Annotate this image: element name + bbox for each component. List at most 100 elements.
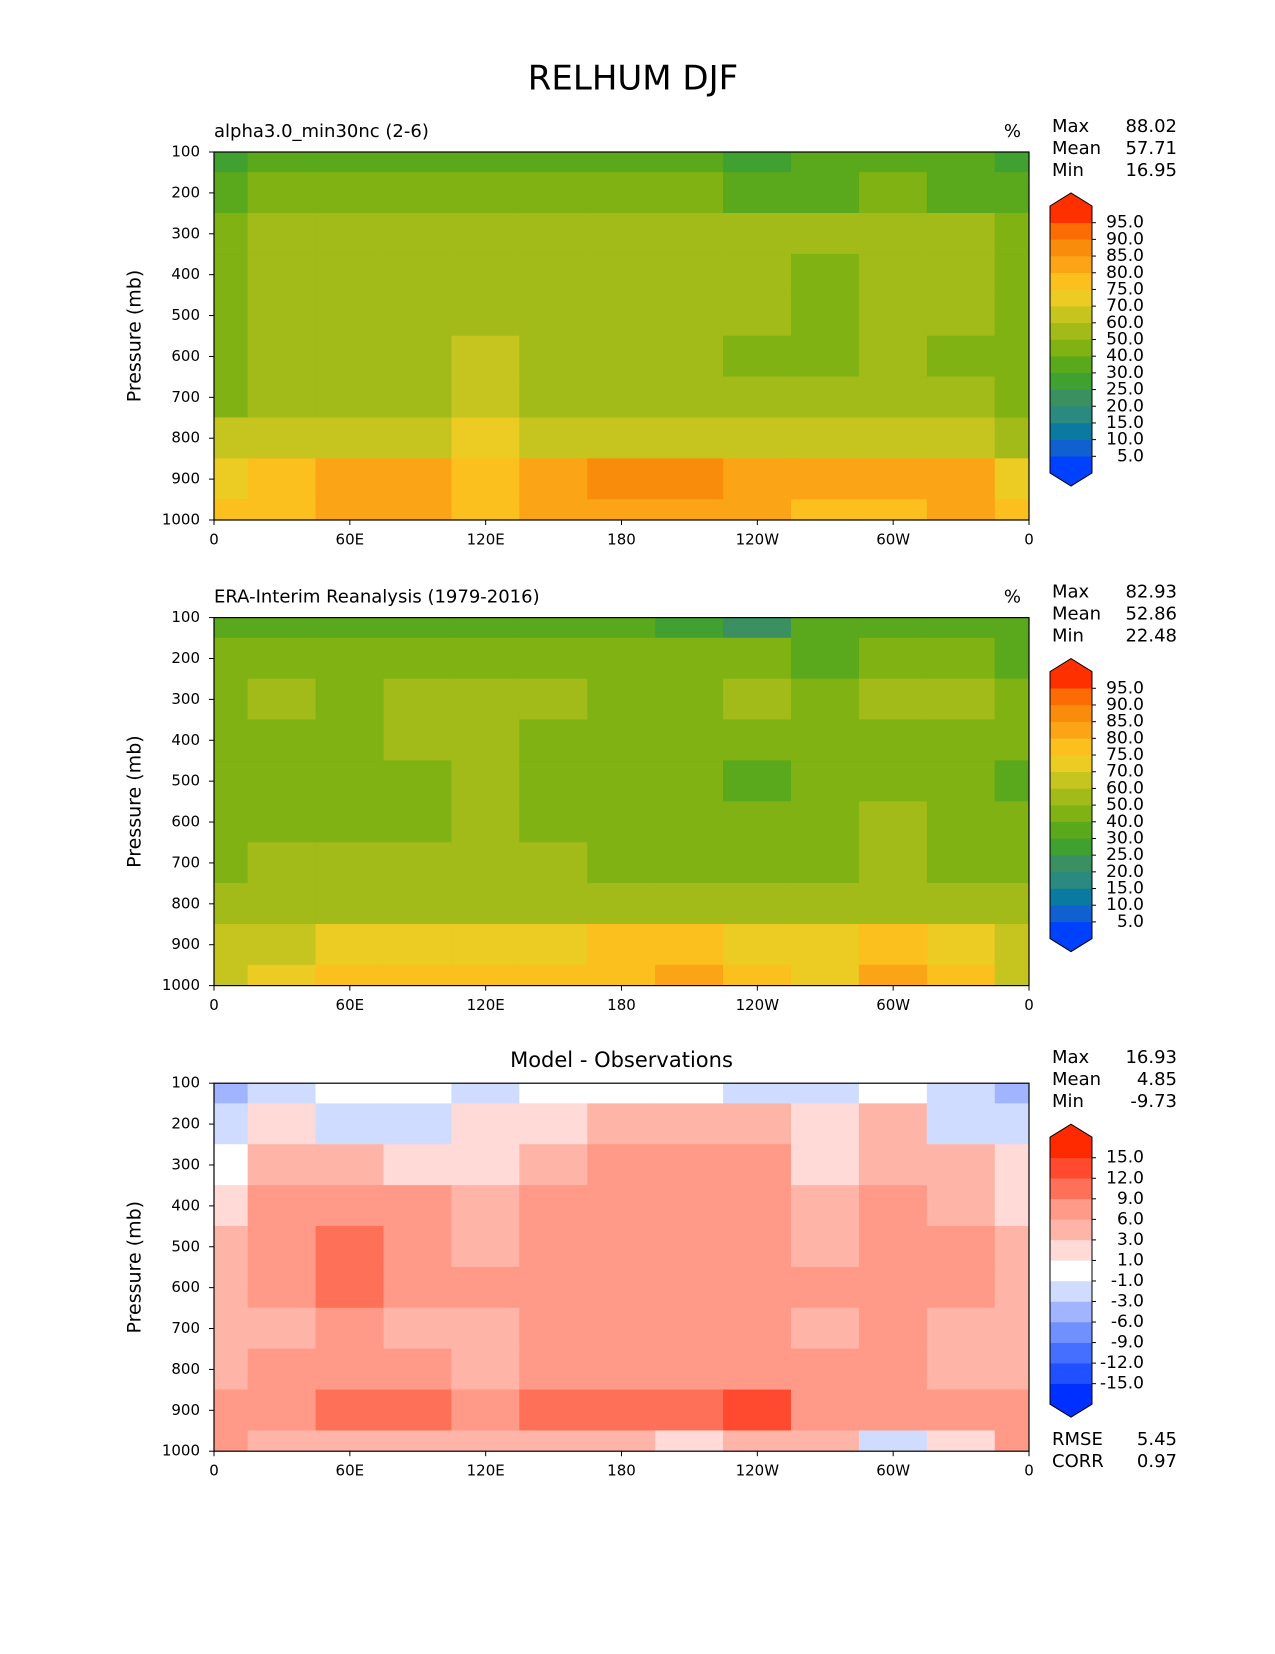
colorbar-label: -12.0	[1100, 1353, 1144, 1373]
contour-cell	[451, 1082, 520, 1104]
colorbar-band	[1049, 289, 1093, 307]
y-tick-label: 400	[171, 265, 200, 283]
contour-cell	[926, 760, 996, 802]
contour-cell	[587, 499, 656, 521]
contour-cell	[247, 1226, 317, 1268]
contour-cell	[723, 213, 792, 255]
contour-cell	[315, 760, 385, 802]
contour-cell	[723, 883, 792, 925]
contour-cell	[519, 1307, 588, 1350]
contour-cell	[587, 1185, 656, 1227]
colorbar-label: 30.0	[1106, 828, 1144, 848]
contour-cell	[655, 678, 724, 721]
contour-cell	[451, 964, 520, 986]
colorbar-label: 80.0	[1106, 728, 1144, 748]
contour-cell	[315, 1226, 385, 1268]
colorbar-band	[1049, 222, 1093, 240]
colorbar-band	[1049, 372, 1093, 390]
contour-cell	[790, 1266, 860, 1309]
contour-cell	[315, 923, 385, 966]
contour-cell	[926, 1103, 996, 1145]
contour-cell	[994, 1307, 1030, 1350]
contour-cell	[451, 417, 520, 459]
contour-cell	[926, 1266, 996, 1309]
contour-cell	[655, 842, 724, 884]
contour-cell	[247, 1082, 317, 1104]
contour-cell	[655, 964, 724, 986]
contour-cell	[519, 376, 588, 419]
y-tick-label: 1000	[162, 976, 200, 994]
contour-cell	[587, 842, 656, 884]
colorbar-band	[1049, 1260, 1093, 1282]
contour-cell	[790, 1430, 860, 1452]
contour-cell	[519, 923, 588, 966]
colorbar-label: 70.0	[1106, 296, 1144, 316]
contour-cell	[994, 376, 1030, 419]
panel-subtitle: ERA-Interim Reanalysis (1979-2016)	[214, 587, 540, 608]
stat-value: 4.85	[1137, 1069, 1177, 1090]
contour-cell	[383, 1307, 453, 1350]
colorbar-band	[1049, 422, 1093, 440]
contour-cell	[723, 335, 792, 378]
contour-cell	[519, 801, 588, 843]
contour-cell	[655, 1082, 724, 1104]
contour-cell	[926, 151, 996, 173]
colorbar-label: 20.0	[1106, 862, 1144, 882]
contour-cell	[655, 499, 724, 521]
contour-cell	[723, 1144, 792, 1186]
contour-cell	[858, 1185, 928, 1227]
contour-cell	[790, 1144, 860, 1186]
contour-cell	[926, 253, 996, 296]
contour-cell	[723, 1348, 792, 1391]
contour-cell	[451, 335, 520, 378]
x-tick-label: 60W	[876, 1462, 910, 1480]
y-tick-label: 800	[171, 1360, 200, 1378]
contour-cell	[519, 417, 588, 459]
colorbar-label: 15.0	[1106, 413, 1144, 433]
colorbar-band	[1049, 838, 1093, 856]
colorbar-band	[1049, 854, 1093, 873]
stat-value: 16.95	[1125, 160, 1177, 181]
contour-cell	[587, 1430, 656, 1452]
colorbar-label: 95.0	[1106, 678, 1144, 698]
contour-cell	[519, 842, 588, 884]
colorbar-band	[1049, 1280, 1093, 1302]
y-tick-label: 400	[171, 731, 200, 749]
contour-cell	[926, 719, 996, 762]
colorbar-band	[1049, 771, 1093, 789]
contour-cell	[790, 172, 860, 214]
contour-cell	[247, 1185, 317, 1227]
y-tick-label: 300	[171, 224, 200, 242]
contour-cell	[655, 376, 724, 419]
x-tick-label: 0	[1024, 996, 1034, 1014]
contour-cell	[315, 376, 385, 419]
colorbar-band	[1049, 1239, 1093, 1261]
contour-cell	[315, 842, 385, 884]
contour-cell	[723, 637, 792, 680]
contour-cell	[519, 458, 588, 500]
y-tick-label: 600	[171, 813, 200, 831]
colorbar-outline	[1049, 1123, 1093, 1418]
contour-cell	[858, 1389, 928, 1432]
contour-cell	[247, 458, 317, 500]
colorbar-label: 1.0	[1117, 1250, 1144, 1270]
contour-cell	[994, 151, 1030, 173]
contour-cell	[451, 1430, 520, 1452]
stat-label: Mean	[1052, 1069, 1101, 1090]
contour-cell	[213, 1226, 249, 1268]
x-tick-label: 120W	[736, 996, 780, 1014]
contour-cell	[858, 760, 928, 802]
contour-cell	[994, 1082, 1030, 1104]
colorbar-band	[1049, 904, 1093, 923]
contour-cell	[655, 1348, 724, 1391]
contour-cell	[587, 719, 656, 762]
contour-cell	[383, 842, 453, 884]
colorbar-label: 75.0	[1106, 745, 1144, 765]
contour-cell	[315, 1430, 385, 1452]
contour-cell	[519, 1103, 588, 1145]
panel-units: %	[1004, 587, 1021, 608]
contour-cell	[315, 458, 385, 500]
contour-cell	[247, 1266, 317, 1309]
stat-value: 88.02	[1125, 116, 1177, 137]
contour-cell	[655, 1307, 724, 1350]
